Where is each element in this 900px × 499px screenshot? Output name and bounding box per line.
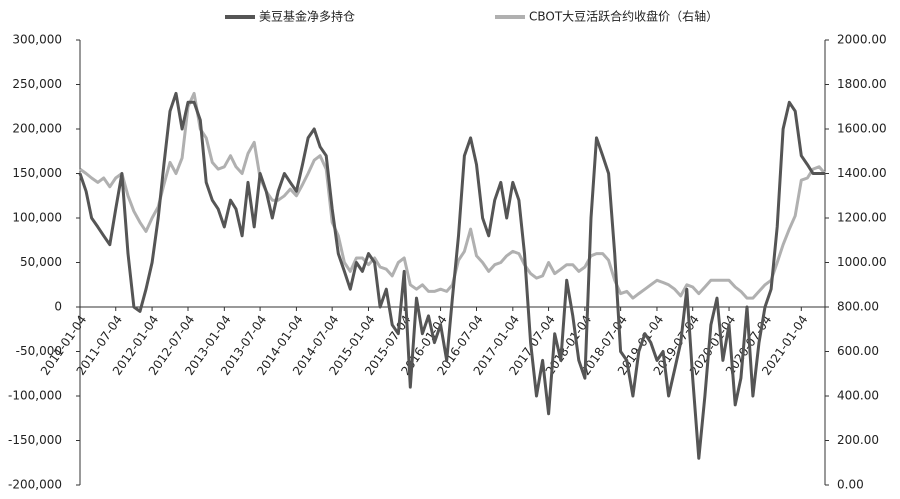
y2-tick-label: 1800.00 <box>837 77 887 91</box>
y-tick-label: 50,000 <box>20 255 62 269</box>
y2-tick-label: 200.00 <box>837 433 879 447</box>
y2-tick-label: 1400.00 <box>837 166 887 180</box>
y-tick-label: 100,000 <box>12 211 62 225</box>
y2-tick-label: 1600.00 <box>837 122 887 136</box>
y2-tick-label: 600.00 <box>837 344 879 358</box>
series-line <box>78 91 825 460</box>
legend-label: CBOT大豆活跃合约收盘价（右轴） <box>529 9 718 24</box>
y-tick-label: 0 <box>54 300 62 314</box>
y2-tick-label: 2000.00 <box>837 33 887 47</box>
y-tick-label: -200,000 <box>8 478 62 492</box>
y-tick-label: 200,000 <box>12 122 62 136</box>
y-tick-label: -50,000 <box>16 344 62 358</box>
y2-tick-label: 0.00 <box>837 478 864 492</box>
y2-tick-label: 400.00 <box>837 389 879 403</box>
y-tick-label: 300,000 <box>12 33 62 47</box>
y-tick-label: 150,000 <box>12 166 62 180</box>
y2-tick-label: 1200.00 <box>837 211 887 225</box>
y2-tick-label: 1000.00 <box>837 255 887 269</box>
y-tick-label: -150,000 <box>8 433 62 447</box>
y-tick-label: 250,000 <box>12 77 62 91</box>
y-tick-label: -100,000 <box>8 389 62 403</box>
legend-label: 美豆基金净多持仓 <box>259 9 355 24</box>
y2-tick-label: 800.00 <box>837 300 879 314</box>
series-line <box>79 91 827 300</box>
